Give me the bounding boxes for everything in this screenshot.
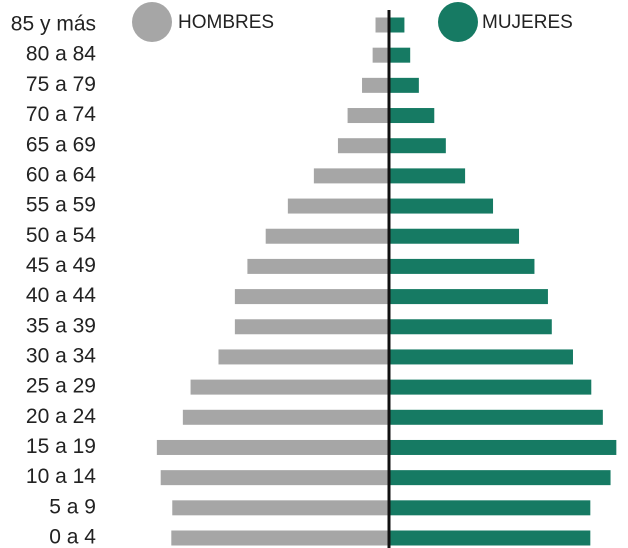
legend-swatch xyxy=(438,2,478,42)
category-label: 20 a 24 xyxy=(26,405,96,428)
category-label: 15 a 19 xyxy=(26,435,96,458)
bar xyxy=(389,17,405,33)
bar xyxy=(389,500,591,516)
category-label: 30 a 34 xyxy=(26,344,96,367)
category-label: 75 a 79 xyxy=(26,73,96,96)
bar xyxy=(389,289,548,305)
category-label: 5 a 9 xyxy=(49,495,96,518)
legend-swatch xyxy=(132,2,172,42)
bar xyxy=(389,439,617,455)
bar xyxy=(389,379,592,395)
bar xyxy=(171,530,389,546)
bar xyxy=(389,258,535,274)
bar xyxy=(389,77,419,93)
bar xyxy=(389,319,552,335)
category-label: 0 a 4 xyxy=(49,526,96,548)
bar xyxy=(389,138,446,154)
bar xyxy=(389,47,411,63)
bar xyxy=(156,439,389,455)
bar xyxy=(172,500,389,516)
bar xyxy=(389,470,611,486)
category-label: 70 a 74 xyxy=(26,103,96,126)
bar xyxy=(372,47,389,63)
bar xyxy=(287,198,389,214)
bar xyxy=(234,289,389,305)
category-label: 50 a 54 xyxy=(26,224,96,247)
bar xyxy=(265,228,389,244)
bar xyxy=(389,409,603,425)
bar xyxy=(337,138,389,154)
bar xyxy=(190,379,389,395)
bar xyxy=(362,77,389,93)
bar xyxy=(375,17,389,33)
category-label: 80 a 84 xyxy=(26,43,96,66)
bar xyxy=(182,409,389,425)
category-label: 85 y más xyxy=(11,13,96,36)
bar xyxy=(347,108,389,124)
bar xyxy=(160,470,389,486)
bar xyxy=(389,168,466,184)
bar xyxy=(247,258,389,274)
bar xyxy=(313,168,389,184)
category-label: 55 a 59 xyxy=(26,194,96,217)
bar xyxy=(389,349,573,365)
bar xyxy=(234,319,389,335)
legend-label: HOMBRES xyxy=(178,12,274,33)
category-label: 35 a 39 xyxy=(26,314,96,337)
legend-label: MUJERES xyxy=(482,12,573,33)
category-label: 60 a 64 xyxy=(26,163,96,186)
bar xyxy=(389,198,494,214)
category-label: 25 a 29 xyxy=(26,375,96,398)
category-label: 40 a 44 xyxy=(26,284,96,307)
category-label: 10 a 14 xyxy=(26,465,96,488)
category-label: 65 a 69 xyxy=(26,133,96,156)
category-label: 45 a 49 xyxy=(26,254,96,277)
bar xyxy=(389,108,435,124)
bar xyxy=(389,530,591,546)
bar xyxy=(218,349,389,365)
bar xyxy=(389,228,520,244)
